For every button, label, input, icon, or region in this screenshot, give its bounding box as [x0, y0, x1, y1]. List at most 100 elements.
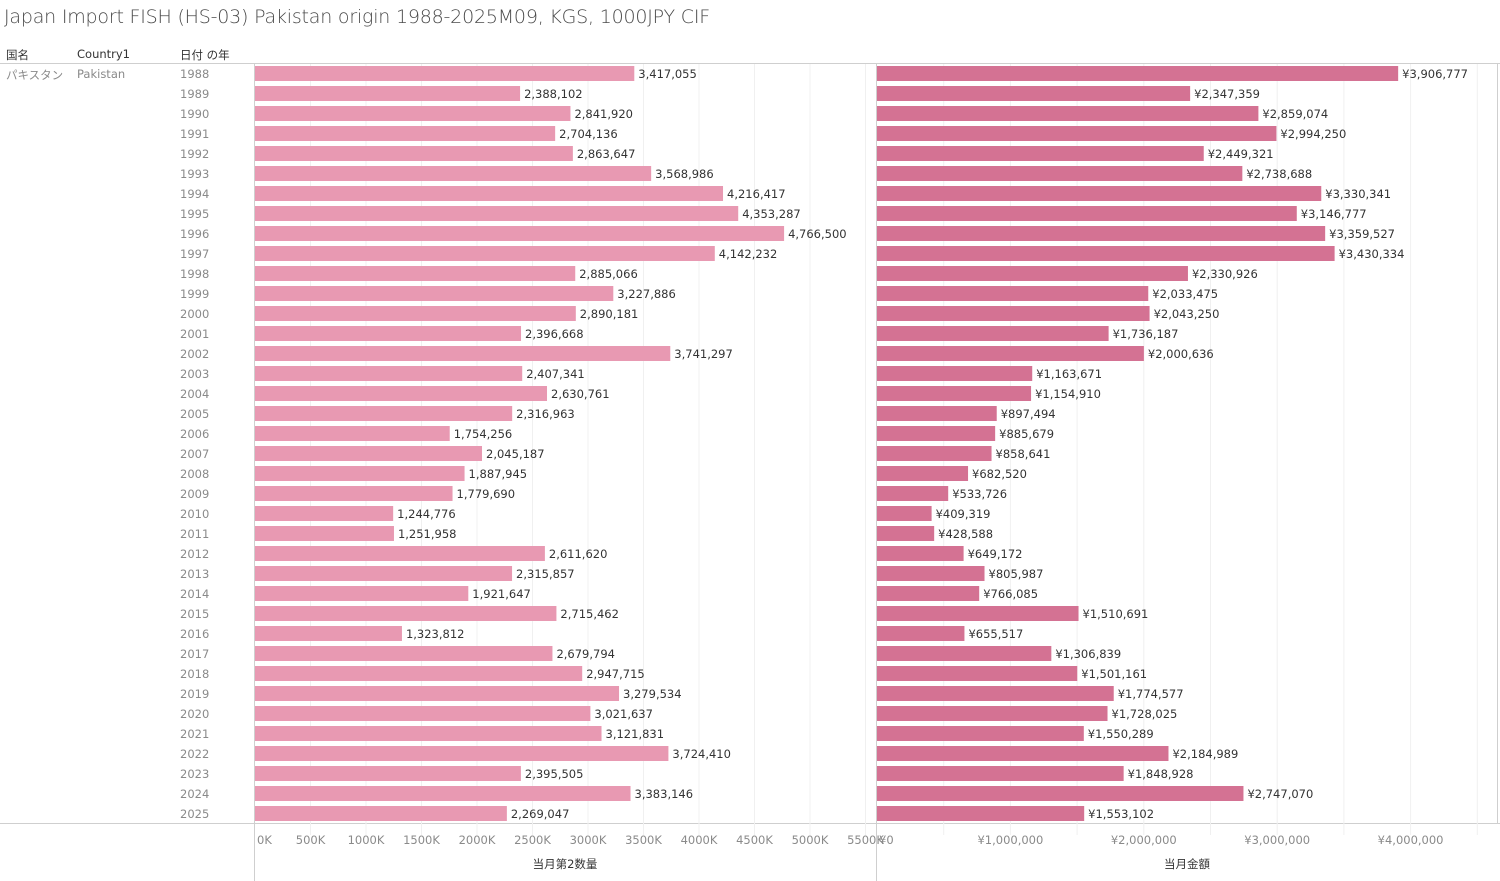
amount-bar[interactable]: [877, 466, 969, 481]
year-label[interactable]: 2006: [180, 427, 210, 441]
amount-bar[interactable]: [877, 506, 932, 521]
quantity-bar[interactable]: [255, 66, 635, 81]
year-label[interactable]: 2008: [180, 467, 210, 481]
year-label[interactable]: 2001: [180, 327, 210, 341]
amount-bar[interactable]: [877, 86, 1191, 101]
amount-bar[interactable]: [877, 426, 996, 441]
quantity-bar[interactable]: [255, 506, 394, 521]
header-year[interactable]: 日付 の年: [180, 48, 230, 62]
year-label[interactable]: 1993: [180, 167, 210, 181]
amount-bar[interactable]: [877, 546, 964, 561]
year-label[interactable]: 2009: [180, 487, 210, 501]
amount-bar[interactable]: [877, 766, 1124, 781]
amount-bar[interactable]: [877, 166, 1243, 181]
amount-bar[interactable]: [877, 246, 1335, 261]
quantity-bar[interactable]: [255, 346, 671, 361]
quantity-bar[interactable]: [255, 186, 724, 201]
amount-bar[interactable]: [877, 606, 1079, 621]
year-label[interactable]: 2022: [180, 747, 210, 761]
year-label[interactable]: 1991: [180, 127, 210, 141]
year-label[interactable]: 2024: [180, 787, 210, 801]
year-label[interactable]: 1992: [180, 147, 210, 161]
year-label[interactable]: 2020: [180, 707, 210, 721]
quantity-bar[interactable]: [255, 226, 785, 241]
amount-bar[interactable]: [877, 226, 1326, 241]
year-label[interactable]: 2016: [180, 627, 210, 641]
quantity-bar[interactable]: [255, 386, 548, 401]
year-label[interactable]: 2014: [180, 587, 210, 601]
amount-bar[interactable]: [877, 186, 1322, 201]
year-label[interactable]: 2019: [180, 687, 210, 701]
amount-bar[interactable]: [877, 446, 992, 461]
quantity-bar[interactable]: [255, 146, 573, 161]
quantity-bar[interactable]: [255, 726, 602, 741]
quantity-bar[interactable]: [255, 566, 513, 581]
year-label[interactable]: 2005: [180, 407, 210, 421]
quantity-bar[interactable]: [255, 286, 614, 301]
year-label[interactable]: 1998: [180, 267, 210, 281]
amount-bar[interactable]: [877, 286, 1149, 301]
amount-bar[interactable]: [877, 686, 1114, 701]
amount-bar[interactable]: [877, 126, 1277, 141]
amount-bar[interactable]: [877, 646, 1052, 661]
quantity-bar[interactable]: [255, 806, 507, 821]
amount-bar[interactable]: [877, 486, 949, 501]
amount-bar[interactable]: [877, 586, 980, 601]
amount-bar[interactable]: [877, 326, 1109, 341]
amount-bar[interactable]: [877, 406, 997, 421]
year-label[interactable]: 1994: [180, 187, 210, 201]
quantity-bar[interactable]: [255, 746, 669, 761]
year-label[interactable]: 2015: [180, 607, 210, 621]
year-label[interactable]: 2011: [180, 527, 210, 541]
quantity-bar[interactable]: [255, 686, 620, 701]
quantity-bar[interactable]: [255, 426, 450, 441]
quantity-bar[interactable]: [255, 766, 521, 781]
amount-bar[interactable]: [877, 786, 1244, 801]
header-country1[interactable]: Country1: [77, 47, 131, 61]
quantity-bar[interactable]: [255, 606, 557, 621]
quantity-bar[interactable]: [255, 586, 469, 601]
quantity-bar[interactable]: [255, 126, 556, 141]
row-country-jp[interactable]: パキスタン: [6, 68, 64, 82]
row-country1[interactable]: Pakistan: [77, 67, 126, 81]
amount-bar[interactable]: [877, 386, 1032, 401]
amount-bar[interactable]: [877, 346, 1144, 361]
quantity-bar[interactable]: [255, 266, 576, 281]
quantity-bar[interactable]: [255, 546, 545, 561]
amount-bar[interactable]: [877, 726, 1084, 741]
header-country-jp[interactable]: 国名: [6, 48, 29, 62]
year-label[interactable]: 1988: [180, 67, 210, 81]
amount-bar[interactable]: [877, 106, 1259, 121]
quantity-bar[interactable]: [255, 666, 583, 681]
amount-bar[interactable]: [877, 806, 1085, 821]
year-label[interactable]: 1989: [180, 87, 210, 101]
year-label[interactable]: 2012: [180, 547, 210, 561]
quantity-bar[interactable]: [255, 106, 571, 121]
quantity-bar[interactable]: [255, 466, 465, 481]
quantity-bar[interactable]: [255, 206, 739, 221]
amount-bar[interactable]: [877, 746, 1169, 761]
year-label[interactable]: 2013: [180, 567, 210, 581]
year-label[interactable]: 2010: [180, 507, 210, 521]
year-label[interactable]: 2007: [180, 447, 210, 461]
year-label[interactable]: 2000: [180, 307, 210, 321]
amount-bar[interactable]: [877, 666, 1078, 681]
quantity-bar[interactable]: [255, 486, 453, 501]
year-label[interactable]: 2025: [180, 807, 210, 821]
quantity-bar[interactable]: [255, 86, 521, 101]
quantity-bar[interactable]: [255, 446, 483, 461]
year-label[interactable]: 2003: [180, 367, 210, 381]
amount-bar[interactable]: [877, 526, 935, 541]
year-label[interactable]: 2004: [180, 387, 210, 401]
amount-bar[interactable]: [877, 266, 1188, 281]
year-label[interactable]: 2021: [180, 727, 210, 741]
amount-bar[interactable]: [877, 626, 965, 641]
year-label[interactable]: 2002: [180, 347, 210, 361]
amount-bar[interactable]: [877, 566, 985, 581]
year-label[interactable]: 1990: [180, 107, 210, 121]
amount-bar[interactable]: [877, 146, 1204, 161]
amount-bar[interactable]: [877, 706, 1108, 721]
quantity-bar[interactable]: [255, 366, 523, 381]
amount-bar[interactable]: [877, 66, 1399, 81]
quantity-bar[interactable]: [255, 166, 652, 181]
